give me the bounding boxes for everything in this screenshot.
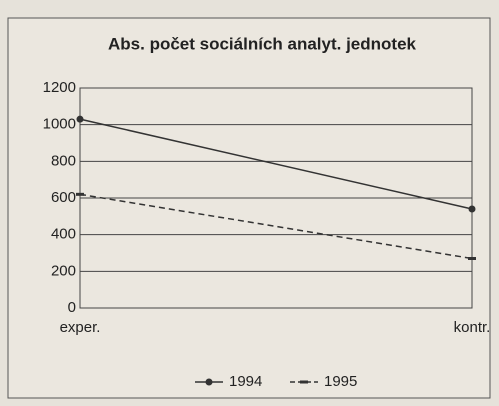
series-line bbox=[79, 118, 473, 210]
legend-marker bbox=[300, 380, 308, 384]
y-tick-label: 0 bbox=[68, 299, 76, 316]
legend-label: 1995 bbox=[324, 373, 357, 390]
point bbox=[468, 257, 476, 260]
y-tick-label: 400 bbox=[51, 226, 76, 243]
y-tick-label: 1000 bbox=[43, 116, 76, 133]
point bbox=[468, 205, 476, 213]
y-tick-label: 1200 bbox=[43, 79, 76, 96]
x-tick-label: exper. bbox=[60, 319, 101, 336]
chart-frame bbox=[7, 17, 491, 399]
series-line bbox=[79, 193, 473, 260]
legend-marker bbox=[205, 378, 213, 386]
legend-label: 1994 bbox=[229, 373, 262, 390]
y-tick-label: 200 bbox=[51, 262, 76, 279]
y-tick-label: 600 bbox=[51, 189, 76, 206]
point bbox=[76, 192, 84, 196]
x-tick-label: kontr. bbox=[454, 319, 491, 336]
point bbox=[76, 115, 84, 123]
y-tick-label: 800 bbox=[51, 152, 76, 169]
chart-title: Abs. počet sociálních analyt. jednotek bbox=[108, 34, 417, 53]
